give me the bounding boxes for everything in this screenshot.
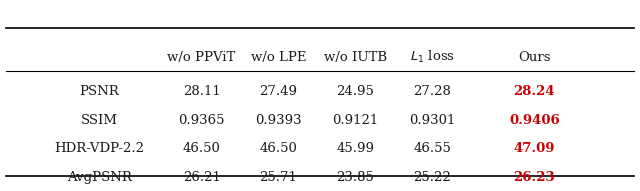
Text: 45.99: 45.99 [336,142,374,155]
Text: 46.55: 46.55 [413,142,451,155]
Text: 27.28: 27.28 [413,85,451,98]
Text: 26.23: 26.23 [513,171,556,184]
Text: Ours: Ours [518,51,550,64]
Text: 25.71: 25.71 [259,171,298,184]
Text: w/o PPViT: w/o PPViT [168,51,236,64]
Text: AvgPSNR: AvgPSNR [67,171,132,184]
Text: 24.95: 24.95 [336,85,374,98]
Text: 46.50: 46.50 [259,142,298,155]
Text: 0.9406: 0.9406 [509,114,560,127]
Text: 28.11: 28.11 [183,85,220,98]
Text: 0.9301: 0.9301 [409,114,455,127]
Text: SSIM: SSIM [81,114,118,127]
Text: 47.09: 47.09 [514,142,555,155]
Text: HDR-VDP-2.2: HDR-VDP-2.2 [54,142,144,155]
Text: 27.49: 27.49 [259,85,298,98]
Text: 0.9121: 0.9121 [332,114,378,127]
Text: 25.22: 25.22 [413,171,451,184]
Text: 0.9393: 0.9393 [255,114,301,127]
Text: 0.9365: 0.9365 [179,114,225,127]
Text: PSNR: PSNR [79,85,119,98]
Text: 26.21: 26.21 [182,171,221,184]
Text: 46.50: 46.50 [182,142,221,155]
Text: w/o IUTB: w/o IUTB [324,51,387,64]
Text: 23.85: 23.85 [336,171,374,184]
Text: w/o LPE: w/o LPE [251,51,306,64]
Text: $L_1$ loss: $L_1$ loss [410,49,454,65]
Text: 28.24: 28.24 [513,85,556,98]
